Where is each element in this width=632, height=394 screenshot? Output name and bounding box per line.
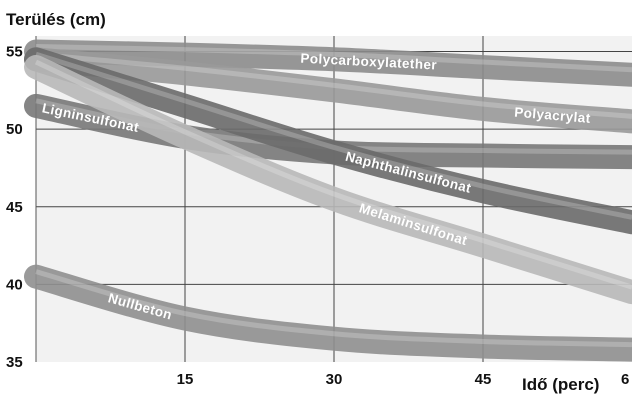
series-band-melaminsulfonat [24, 55, 632, 305]
series-band-highlight-polyacrylat [35, 51, 632, 119]
x-tick-label: 30 [326, 371, 343, 388]
series-label-polycarboxylatether: Polycarboxylatether [300, 51, 438, 73]
series-band-polyacrylat [24, 47, 632, 134]
y-tick-label: 35 [6, 354, 23, 371]
series-bands [24, 39, 632, 362]
x-tick-label: 15 [177, 371, 194, 388]
x-axis-title: Idő (perc) [522, 375, 599, 394]
series-label-polyacrylat: Polyacrylat [514, 105, 592, 126]
x-tick-labels: 15 30 45 6 [177, 371, 630, 388]
series-band-highlight-melaminsulfonat [34, 59, 632, 290]
y-tick-label: 45 [6, 199, 23, 216]
y-axis-title: Terülés (cm) [6, 10, 106, 29]
series-band-naphthalinsulfonat [24, 47, 632, 235]
x-tick-label: 45 [475, 371, 492, 388]
y-tick-label: 40 [6, 276, 23, 293]
y-tick-label: 55 [6, 44, 23, 61]
y-tick-labels: 35 40 45 50 55 [6, 44, 23, 371]
series-band-polycarboxylatether [24, 39, 632, 87]
x-tick-label: 6 [621, 371, 629, 388]
series-band-nullbeton [24, 264, 632, 362]
series-band-highlight-nullbeton [35, 269, 632, 348]
series-band-highlight-naphthalinsulfonat [35, 51, 632, 220]
series-band-highlight-polycarboxylatether [35, 44, 632, 73]
y-tick-label: 50 [6, 121, 23, 138]
